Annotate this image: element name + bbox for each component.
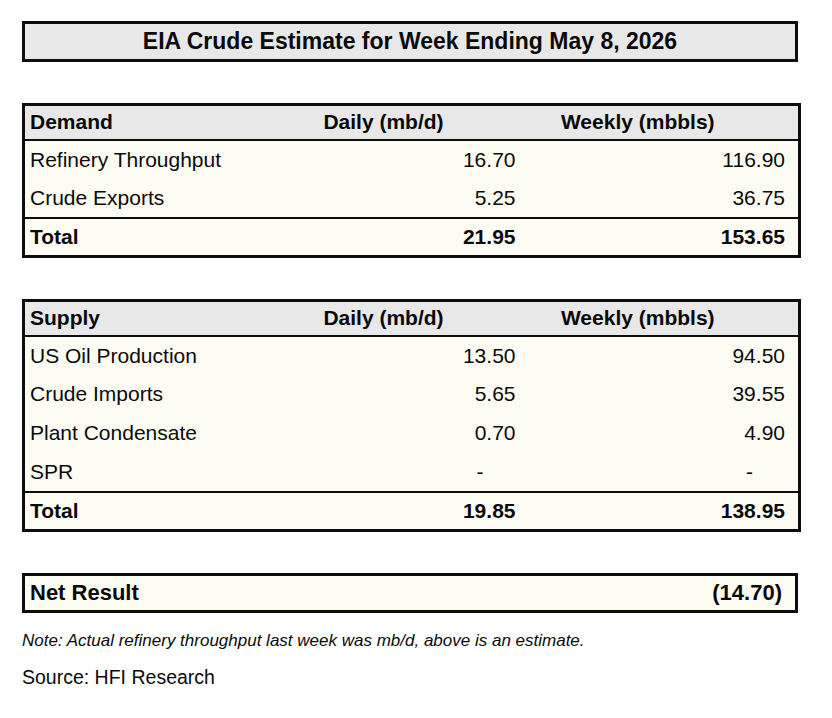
demand-table: Demand Daily (mb/d) Weekly (mbbls) Refin… [22, 103, 801, 258]
row-label: Crude Imports [24, 375, 234, 414]
table-row-crude-imports: Crude Imports 5.65 39.55 [24, 375, 800, 414]
daily-value: 13.50 [234, 336, 534, 375]
weekly-value: 36.75 [534, 179, 800, 218]
total-daily-value: 21.95 [234, 218, 534, 257]
supply-total-row: Total 19.85 138.95 [24, 492, 800, 531]
supply-header-row: Supply Daily (mb/d) Weekly (mbbls) [24, 301, 800, 336]
daily-value: 5.25 [234, 179, 534, 218]
weekly-value: 39.55 [534, 375, 800, 414]
report-title: EIA Crude Estimate for Week Ending May 8… [143, 28, 677, 55]
total-daily-value: 19.85 [234, 492, 534, 531]
weekly-value: 94.50 [534, 336, 800, 375]
weekly-value: 116.90 [534, 140, 800, 179]
total-weekly-value: 153.65 [534, 218, 800, 257]
net-result-value: (14.70) [712, 580, 782, 606]
total-weekly-value: 138.95 [534, 492, 800, 531]
net-result-bar: Net Result (14.70) [22, 573, 798, 613]
daily-value: 16.70 [234, 140, 534, 179]
footnote: Note: Actual refinery throughput last we… [22, 630, 798, 652]
weekly-column-header: Weekly (mbbls) [534, 105, 800, 140]
row-label: US Oil Production [24, 336, 234, 375]
weekly-column-header: Weekly (mbbls) [534, 301, 800, 336]
source-attribution: Source: HFI Research [22, 665, 798, 689]
daily-column-header: Daily (mb/d) [234, 105, 534, 140]
total-label: Total [24, 492, 234, 531]
table-row-crude-exports: Crude Exports 5.25 36.75 [24, 179, 800, 218]
weekly-value: 4.90 [534, 414, 800, 453]
net-result-label: Net Result [30, 580, 139, 606]
report-content: EIA Crude Estimate for Week Ending May 8… [22, 21, 798, 689]
demand-header-row: Demand Daily (mb/d) Weekly (mbbls) [24, 105, 800, 140]
row-label: SPR [24, 453, 234, 492]
weekly-value: - [534, 453, 800, 492]
daily-value: 0.70 [234, 414, 534, 453]
daily-column-header: Daily (mb/d) [234, 301, 534, 336]
row-label: Plant Condensate [24, 414, 234, 453]
report-title-bar: EIA Crude Estimate for Week Ending May 8… [22, 21, 798, 62]
row-label: Refinery Throughput [24, 140, 234, 179]
table-row-plant-condensate: Plant Condensate 0.70 4.90 [24, 414, 800, 453]
table-row-spr: SPR - - [24, 453, 800, 492]
total-label: Total [24, 218, 234, 257]
supply-section-header: Supply [24, 301, 234, 336]
demand-total-row: Total 21.95 153.65 [24, 218, 800, 257]
daily-value: 5.65 [234, 375, 534, 414]
table-row-us-oil-production: US Oil Production 13.50 94.50 [24, 336, 800, 375]
report-page: EIA Crude Estimate for Week Ending May 8… [0, 0, 832, 689]
table-row-refinery-throughput: Refinery Throughput 16.70 116.90 [24, 140, 800, 179]
demand-section-header: Demand [24, 105, 234, 140]
daily-value: - [234, 453, 534, 492]
supply-table: Supply Daily (mb/d) Weekly (mbbls) US Oi… [22, 299, 801, 532]
row-label: Crude Exports [24, 179, 234, 218]
